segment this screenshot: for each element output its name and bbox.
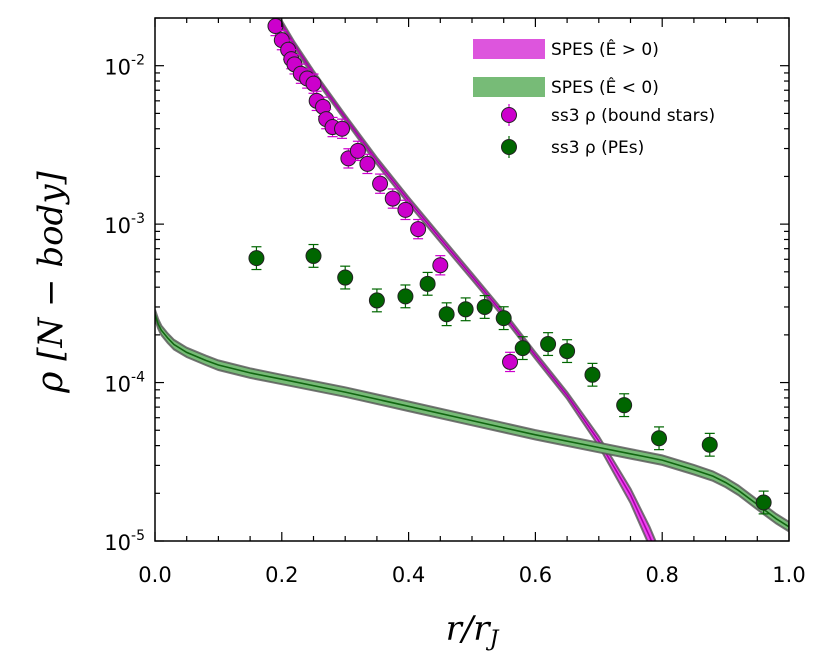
x-axis-title: r/rJ <box>446 609 500 652</box>
data-point <box>432 257 449 274</box>
data-point <box>514 340 531 357</box>
x-tick-label: 1.0 <box>772 563 805 587</box>
data-point <box>337 269 354 286</box>
band-mid-line-0 <box>277 18 653 541</box>
data-point <box>349 142 366 159</box>
legend-swatch <box>473 39 545 59</box>
data-point <box>419 275 436 292</box>
legend-label: SPES (Ê > 0) <box>551 38 659 60</box>
data-point <box>457 301 474 318</box>
x-tick-label: 0.8 <box>645 563 678 587</box>
data-point <box>495 310 512 327</box>
x-tick-label: 0.2 <box>265 563 298 587</box>
x-tick-label: 0.6 <box>519 563 552 587</box>
data-point <box>616 397 633 414</box>
legend: SPES (Ê > 0) SPES (Ê < 0) ss3 ρ (bound sta… <box>473 38 715 158</box>
data-point <box>359 155 376 172</box>
data-point <box>334 120 351 137</box>
y-tick-label: 10-3 <box>104 211 145 238</box>
band-mid-line-1 <box>155 314 789 528</box>
data-point <box>248 250 265 267</box>
x-tick-label: 0.4 <box>392 563 425 587</box>
data-point <box>651 430 668 447</box>
data-point <box>305 75 322 92</box>
data-point <box>755 494 772 511</box>
data-point <box>410 221 427 238</box>
y-tick-label: 10-4 <box>104 370 145 397</box>
data-point <box>267 18 284 35</box>
axis-ticks <box>154 17 790 542</box>
legend-marker <box>501 107 517 123</box>
data-point <box>559 343 576 360</box>
data-point <box>372 175 389 192</box>
legend-label: ss3 ρ (bound stars) <box>551 106 715 126</box>
data-point <box>397 288 414 305</box>
data-point <box>438 306 455 323</box>
data-point <box>701 436 718 453</box>
data-point <box>502 353 519 370</box>
y-axis-title: ρ [N − body] <box>30 170 71 393</box>
data-point <box>584 366 601 383</box>
x-tick-label: 0.0 <box>138 563 171 587</box>
axis-tick-labels: 0.0 0.2 0.4 0.6 0.8 1.0 10-5 10-4 10-3 10-2 <box>104 53 805 587</box>
data-point <box>368 292 385 309</box>
data-point <box>540 336 557 353</box>
legend-swatch <box>473 77 545 97</box>
data-point <box>397 201 414 218</box>
data-points <box>248 18 772 515</box>
legend-marker <box>501 139 517 155</box>
y-tick-label: 10-5 <box>104 528 145 555</box>
legend-label: SPES (Ê < 0) <box>551 76 659 98</box>
legend-label: ss3 ρ (PEs) <box>551 138 644 158</box>
data-point <box>305 247 322 264</box>
y-tick-label: 10-2 <box>104 53 145 80</box>
data-point <box>384 190 401 207</box>
data-point <box>476 298 493 315</box>
